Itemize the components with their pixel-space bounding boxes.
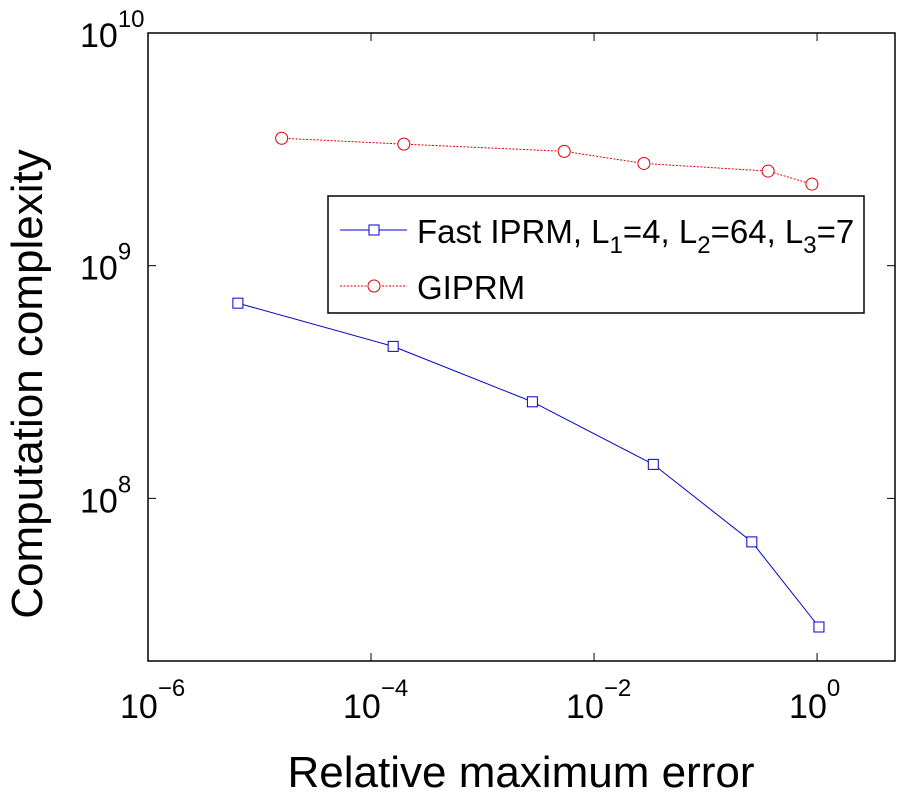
data-point-circle [761, 164, 775, 178]
data-point-circle [275, 131, 289, 145]
series-line-0 [237, 302, 820, 628]
legend-marker-square [368, 224, 380, 236]
x-tick-label: 10−6 [120, 675, 185, 726]
data-point-square [647, 458, 659, 470]
data-point-circle [397, 137, 411, 151]
data-point-circle [637, 156, 651, 170]
data-point-circle [557, 144, 571, 158]
y-tick-label: 108 [80, 471, 131, 520]
data-point-square [387, 340, 399, 352]
legend-label-fast-iprm: Fast IPRM, L1=4, L2=64, L3=7 [417, 213, 854, 259]
x-tick-label: 10−4 [343, 675, 408, 726]
legend-label-giprm: GIPRM [417, 269, 525, 306]
plot-area [147, 32, 896, 662]
data-point-square [813, 621, 825, 633]
x-axis-label: Relative maximum error [288, 748, 755, 797]
data-point-square [526, 396, 538, 408]
data-point-circle [805, 177, 819, 191]
series-line-1 [281, 137, 813, 185]
y-axis-label: Computation complexity [3, 149, 52, 619]
legend-marker-circle [367, 279, 381, 293]
data-point-square [746, 536, 758, 548]
x-tick-label: 100 [789, 675, 840, 726]
legend-box [327, 195, 865, 314]
y-tick-label: 1010 [80, 6, 145, 55]
x-tick-label: 10−2 [566, 675, 631, 726]
legend: Fast IPRM, L1=4, L2=64, L3=7 GIPRM [327, 195, 865, 314]
data-point-square [232, 297, 244, 309]
y-tick-label: 109 [80, 239, 131, 288]
